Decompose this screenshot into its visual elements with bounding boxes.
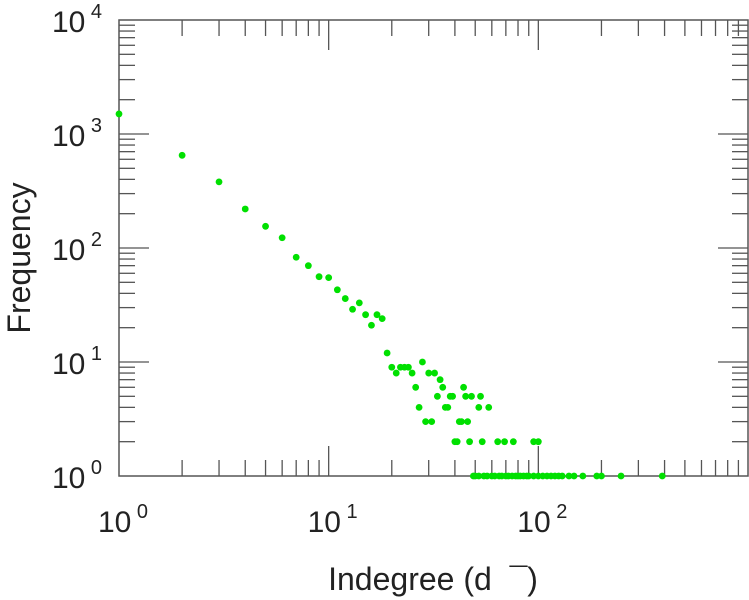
data-point — [462, 392, 470, 400]
data-point — [412, 383, 420, 391]
x-tick-label: 10 1 — [308, 501, 358, 539]
data-point — [428, 418, 436, 426]
y-tick-label: 10 2 — [52, 229, 102, 267]
data-point — [525, 472, 533, 480]
tick-label-exponent: 1 — [85, 343, 102, 365]
tick-label-exponent: 2 — [551, 501, 568, 523]
x-tick-label: 10 2 — [517, 501, 567, 539]
y-tick-label: 10 4 — [52, 1, 102, 39]
data-point — [115, 110, 123, 118]
data-point — [292, 253, 300, 261]
data-point — [241, 205, 249, 213]
data-point — [433, 392, 441, 400]
y-axis-label: Frequency — [1, 182, 37, 333]
tick-label-exponent: 1 — [341, 501, 358, 523]
data-point — [392, 369, 400, 377]
data-point — [419, 358, 426, 366]
data-point — [431, 369, 438, 377]
tick-label-exponent: 0 — [131, 501, 148, 523]
data-point — [579, 472, 587, 480]
data-point — [408, 369, 416, 377]
data-point — [368, 321, 375, 329]
data-point — [341, 295, 349, 302]
data-points — [115, 110, 666, 480]
data-point — [436, 376, 444, 384]
data-point — [388, 363, 396, 371]
data-point — [278, 234, 286, 242]
y-tick-label: 10 1 — [52, 343, 102, 381]
data-point — [509, 438, 517, 446]
data-point — [333, 286, 341, 294]
data-point — [477, 392, 484, 400]
y-tick-label: 10 0 — [52, 457, 102, 495]
data-point — [215, 178, 223, 186]
data-point — [485, 403, 493, 411]
data-point — [478, 438, 486, 446]
tick-label-base: 10 — [98, 506, 131, 539]
x-axis-label: Indegree (d ¯) — [328, 561, 538, 597]
data-point — [483, 472, 491, 480]
data-point — [304, 262, 312, 270]
data-point — [362, 311, 369, 319]
data-point — [460, 383, 467, 391]
data-point — [444, 403, 452, 411]
data-point — [373, 311, 381, 319]
data-point — [475, 472, 483, 480]
data-point — [325, 274, 333, 281]
data-point — [598, 472, 605, 480]
tick-label-base: 10 — [52, 6, 85, 39]
data-point — [475, 403, 483, 411]
data-point — [378, 315, 386, 323]
x-tick-label: 10 0 — [98, 501, 148, 539]
tick-label-exponent: 4 — [85, 1, 102, 23]
data-point — [415, 403, 423, 411]
tick-label-exponent: 2 — [85, 229, 102, 251]
data-point — [468, 392, 475, 400]
data-point — [570, 472, 578, 480]
tick-label-base: 10 — [52, 462, 85, 495]
tick-label-base: 10 — [52, 348, 85, 381]
data-point — [494, 438, 502, 446]
data-point — [262, 222, 269, 230]
axis-ticks — [119, 20, 748, 476]
data-point — [530, 472, 538, 480]
data-point — [464, 418, 472, 426]
data-point — [349, 305, 356, 313]
data-point — [466, 438, 473, 446]
data-point — [178, 151, 186, 159]
data-point — [453, 438, 461, 446]
tick-label-base: 10 — [52, 120, 85, 153]
tick-label-base: 10 — [308, 506, 341, 539]
data-point — [617, 472, 625, 480]
tick-labels: 10 0 10 1 10 210 010 110 210 310 4 — [52, 1, 567, 539]
data-point — [458, 418, 465, 426]
data-point — [425, 369, 433, 377]
data-point — [593, 472, 601, 480]
tick-label-exponent: 3 — [85, 115, 102, 137]
data-point — [658, 472, 666, 480]
data-point — [534, 438, 542, 446]
data-point — [449, 392, 456, 400]
data-point — [315, 273, 323, 281]
data-point — [565, 472, 573, 480]
tick-label-base: 10 — [52, 234, 85, 267]
plot-frame — [118, 19, 749, 477]
tick-label-exponent: 0 — [85, 457, 102, 479]
data-point — [422, 418, 430, 426]
data-point — [355, 299, 363, 307]
data-point — [439, 383, 447, 391]
data-point — [558, 472, 566, 480]
data-point — [501, 438, 508, 446]
tick-label-base: 10 — [517, 506, 550, 539]
data-point — [530, 438, 538, 446]
data-point — [383, 349, 391, 357]
y-tick-label: 10 3 — [52, 115, 102, 153]
data-point — [404, 363, 412, 371]
